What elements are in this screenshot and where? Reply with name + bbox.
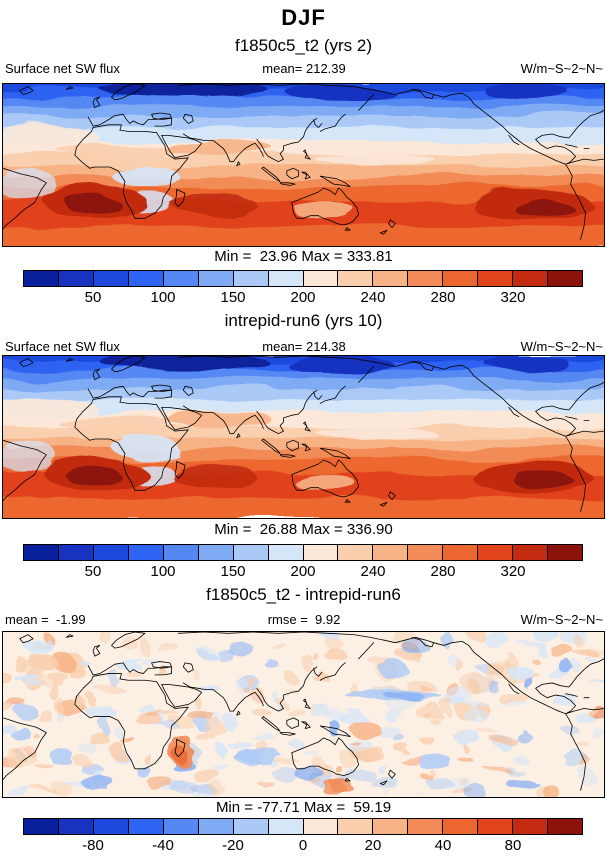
diff-title: f1850c5_t2 - intrepid-run6 [206, 585, 401, 604]
colorbar-cell [338, 271, 374, 286]
tick-label: 100 [150, 563, 176, 580]
colorbar-cell [198, 819, 234, 834]
colorbar-cell [24, 819, 59, 834]
colorbar-cell [93, 819, 129, 834]
map-case2 [2, 355, 605, 519]
colorbar-cell [233, 819, 269, 834]
colorbar-cell [58, 819, 94, 834]
colorbar-cell [408, 271, 444, 286]
case1-title: f1850c5_t2 (yrs 2) [234, 36, 372, 55]
tick-label: 50 [84, 289, 102, 306]
panel3-units-label: W/m~S~2~N~ [520, 612, 603, 627]
panel3-colorbar [23, 818, 583, 835]
colorbar-cell [443, 545, 479, 560]
tick-label: 280 [430, 563, 456, 580]
panel1-field-label: Surface net SW flux [5, 61, 120, 76]
colorbar-cell [58, 271, 94, 286]
panel3-colorbar-ticks: -80 -40 -20 0 20 40 80 [0, 837, 607, 854]
tick-label: 200 [290, 563, 316, 580]
panel2-mean-stat: mean= 214.38 [262, 339, 346, 354]
tick-label: 20 [364, 837, 382, 854]
colorbar-cell [268, 819, 304, 834]
tick-label: -80 [82, 837, 104, 854]
tick-label: 320 [500, 563, 526, 580]
season-title: DJF [281, 5, 326, 30]
tick-label: 240 [360, 289, 386, 306]
tick-label: 150 [220, 289, 246, 306]
tick-label: 50 [84, 563, 102, 580]
tick-label: 280 [430, 289, 456, 306]
panel2-colorbar [23, 544, 583, 561]
tick-label: -40 [152, 837, 174, 854]
colorbar-cell [338, 819, 374, 834]
colorbar-cell [303, 819, 339, 834]
colorbar-cell [163, 545, 199, 560]
colorbar-cell [303, 271, 339, 286]
colorbar-cell [373, 545, 409, 560]
panel1-colorbar-ticks: 50 100 150 200 240 280 320 [0, 289, 607, 306]
colorbar-cell [513, 545, 549, 560]
colorbar-cell [373, 271, 409, 286]
tick-label: 0 [298, 837, 308, 854]
panel3-mean-stat: mean = -1.99 [5, 612, 86, 627]
panel1-header: Surface net SW flux mean= 212.39 W/m~S~2… [5, 61, 603, 77]
colorbar-cell [93, 271, 129, 286]
colorbar-cell [93, 545, 129, 560]
colorbar-cell [268, 271, 304, 286]
panel2-field-label: Surface net SW flux [5, 339, 120, 354]
colorbar-cell [163, 271, 199, 286]
colorbar-cell [408, 819, 444, 834]
colorbar-cell [198, 545, 234, 560]
colorbar-cell [373, 819, 409, 834]
map-case1 [2, 83, 605, 247]
colorbar-cell [58, 545, 94, 560]
panel3-header: mean = -1.99 rmse = 9.92 W/m~S~2~N~ [5, 612, 603, 628]
panel1-colorbar [23, 270, 583, 287]
map-difference [2, 631, 605, 798]
colorbar-cell [303, 545, 339, 560]
colorbar-cell [128, 545, 164, 560]
colorbar-cell [233, 271, 269, 286]
colorbar-cell [513, 819, 549, 834]
tick-label: 150 [220, 563, 246, 580]
colorbar-cell [548, 271, 582, 286]
colorbar-cell [478, 545, 514, 560]
panel2-header: Surface net SW flux mean= 214.38 W/m~S~2… [5, 339, 603, 355]
panel1-mean-stat: mean= 212.39 [262, 61, 346, 76]
colorbar-cell [128, 819, 164, 834]
panel3-minmax: Min = -77.71 Max = 59.19 [215, 799, 392, 816]
colorbar-cell [408, 545, 444, 560]
tick-label: 100 [150, 289, 176, 306]
panel2-minmax: Min = 26.88 Max = 336.90 [214, 521, 393, 538]
colorbar-cell [548, 819, 582, 834]
tick-label: 320 [500, 289, 526, 306]
colorbar-cell [128, 271, 164, 286]
tick-label: 240 [360, 563, 386, 580]
panel1-minmax: Min = 23.96 Max = 333.81 [214, 248, 393, 265]
colorbar-cell [478, 271, 514, 286]
colorbar-cell [198, 271, 234, 286]
panel1-units-label: W/m~S~2~N~ [520, 61, 603, 76]
tick-label: 200 [290, 289, 316, 306]
colorbar-cell [443, 271, 479, 286]
tick-label: -20 [222, 837, 244, 854]
case2-title: intrepid-run6 (yrs 10) [224, 311, 383, 330]
colorbar-cell [24, 271, 59, 286]
colorbar-cell [24, 545, 59, 560]
panel2-units-label: W/m~S~2~N~ [520, 339, 603, 354]
colorbar-cell [338, 545, 374, 560]
panel3-rmse-stat: rmse = 9.92 [267, 612, 341, 627]
tick-label: 80 [504, 837, 522, 854]
panel2-colorbar-ticks: 50 100 150 200 240 280 320 [0, 563, 607, 580]
colorbar-cell [548, 545, 582, 560]
colorbar-cell [268, 545, 304, 560]
tick-label: 40 [434, 837, 452, 854]
colorbar-cell [233, 545, 269, 560]
colorbar-cell [513, 271, 549, 286]
colorbar-cell [478, 819, 514, 834]
colorbar-cell [163, 819, 199, 834]
colorbar-cell [443, 819, 479, 834]
